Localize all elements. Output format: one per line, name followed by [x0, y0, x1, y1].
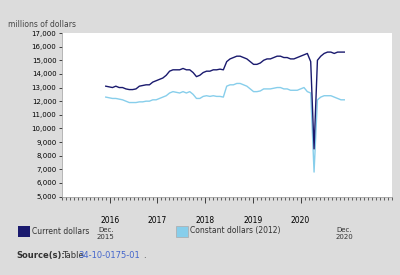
- Text: Dec.
2015: Dec. 2015: [97, 227, 115, 240]
- Text: .: .: [143, 251, 146, 260]
- Text: millions of dollars: millions of dollars: [8, 20, 76, 29]
- Text: 34-10-0175-01: 34-10-0175-01: [78, 251, 140, 260]
- Text: Dec.
2020: Dec. 2020: [336, 227, 353, 240]
- Text: Constant dollars (2012): Constant dollars (2012): [190, 227, 281, 235]
- Text: Current dollars: Current dollars: [32, 227, 90, 235]
- Text: Source(s):: Source(s):: [16, 251, 65, 260]
- Text: Table: Table: [62, 251, 86, 260]
